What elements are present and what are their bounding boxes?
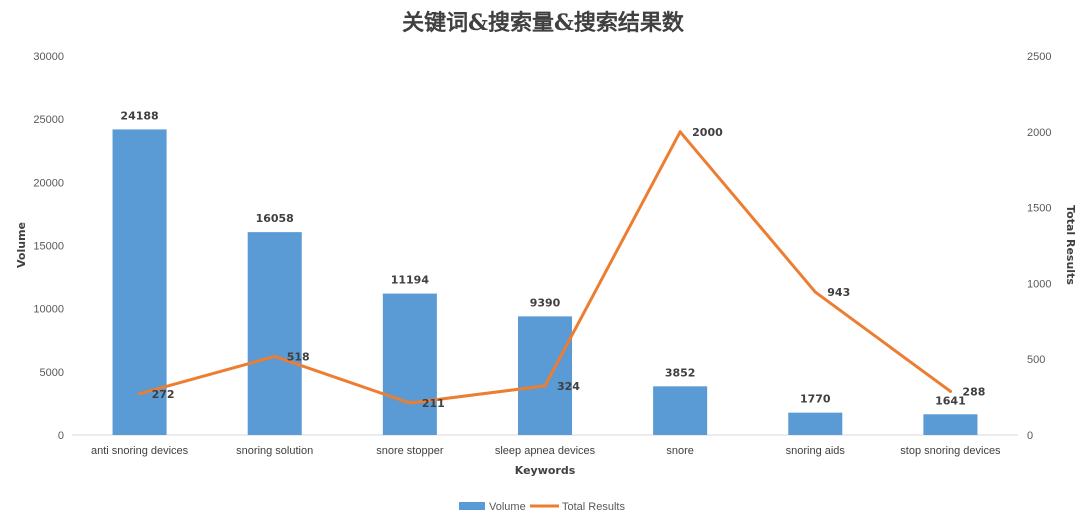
y-tick-label: 5000 bbox=[40, 367, 64, 379]
line-data-label: 211 bbox=[422, 397, 445, 410]
y2-tick-label: 0 bbox=[1027, 430, 1033, 442]
legend-item-volume: Volume bbox=[459, 501, 526, 513]
line-point bbox=[138, 392, 142, 396]
y-tick-label: 10000 bbox=[33, 304, 64, 316]
bar-volume bbox=[517, 316, 573, 435]
bar-volume bbox=[653, 386, 708, 435]
y2-tick-label: 2000 bbox=[1027, 127, 1051, 139]
bar-data-label: 9390 bbox=[530, 296, 561, 309]
line-point bbox=[813, 290, 817, 294]
line-data-label: 943 bbox=[827, 286, 850, 299]
bar-data-label: 1641 bbox=[935, 394, 966, 407]
bar-volume bbox=[112, 129, 167, 435]
bar-volume bbox=[382, 293, 437, 435]
y2-tick-label: 1000 bbox=[1027, 278, 1051, 290]
y2-tick-label: 500 bbox=[1027, 354, 1045, 366]
x-category-label: snoring aids bbox=[786, 445, 846, 457]
bar-data-label: 3852 bbox=[665, 366, 696, 379]
y2-axis-title: Total Results bbox=[1064, 205, 1077, 285]
line-data-label: 2000 bbox=[692, 126, 723, 139]
y-tick-label: 15000 bbox=[33, 241, 64, 253]
bar-volume bbox=[788, 412, 843, 435]
legend-item-total-results: Total Results bbox=[530, 501, 625, 513]
x-category-label: anti snoring devices bbox=[91, 445, 189, 457]
y-tick-label: 20000 bbox=[33, 177, 64, 189]
bar-data-label: 16058 bbox=[256, 212, 294, 225]
line-data-label: 272 bbox=[152, 388, 175, 401]
line-data-label: 518 bbox=[287, 350, 310, 363]
x-category-label: sleep apnea devices bbox=[495, 445, 596, 457]
x-category-label: snore bbox=[666, 445, 694, 457]
line-point bbox=[408, 401, 412, 405]
legend-swatch-bar bbox=[459, 502, 485, 510]
x-axis-title: Keywords bbox=[515, 464, 576, 477]
x-category-label: snore stopper bbox=[376, 445, 444, 457]
y2-tick-label: 1500 bbox=[1027, 203, 1051, 215]
bar-volume bbox=[923, 414, 978, 435]
y-tick-label: 30000 bbox=[33, 51, 64, 63]
y-tick-label: 25000 bbox=[33, 114, 64, 126]
y-axis-title: Volume bbox=[15, 222, 28, 268]
chart-title: 关键词&搜索量&搜索结果数 bbox=[402, 10, 685, 36]
legend-label-volume: Volume bbox=[489, 501, 526, 513]
x-category-label: stop snoring devices bbox=[900, 445, 1001, 457]
legend-label-total-results: Total Results bbox=[562, 501, 625, 513]
line-point bbox=[678, 130, 682, 134]
bar-data-label: 24188 bbox=[120, 109, 158, 122]
line-point bbox=[948, 389, 952, 393]
bar-volume bbox=[247, 232, 302, 435]
line-data-label: 288 bbox=[962, 385, 985, 398]
y2-tick-label: 2500 bbox=[1027, 51, 1051, 63]
y-tick-label: 0 bbox=[58, 430, 64, 442]
line-point bbox=[543, 384, 547, 388]
line-point bbox=[273, 354, 277, 358]
line-data-label: 324 bbox=[557, 380, 580, 393]
bar-data-label: 11194 bbox=[391, 274, 430, 287]
bar-data-label: 1770 bbox=[800, 393, 831, 406]
x-category-label: snoring solution bbox=[236, 445, 313, 457]
